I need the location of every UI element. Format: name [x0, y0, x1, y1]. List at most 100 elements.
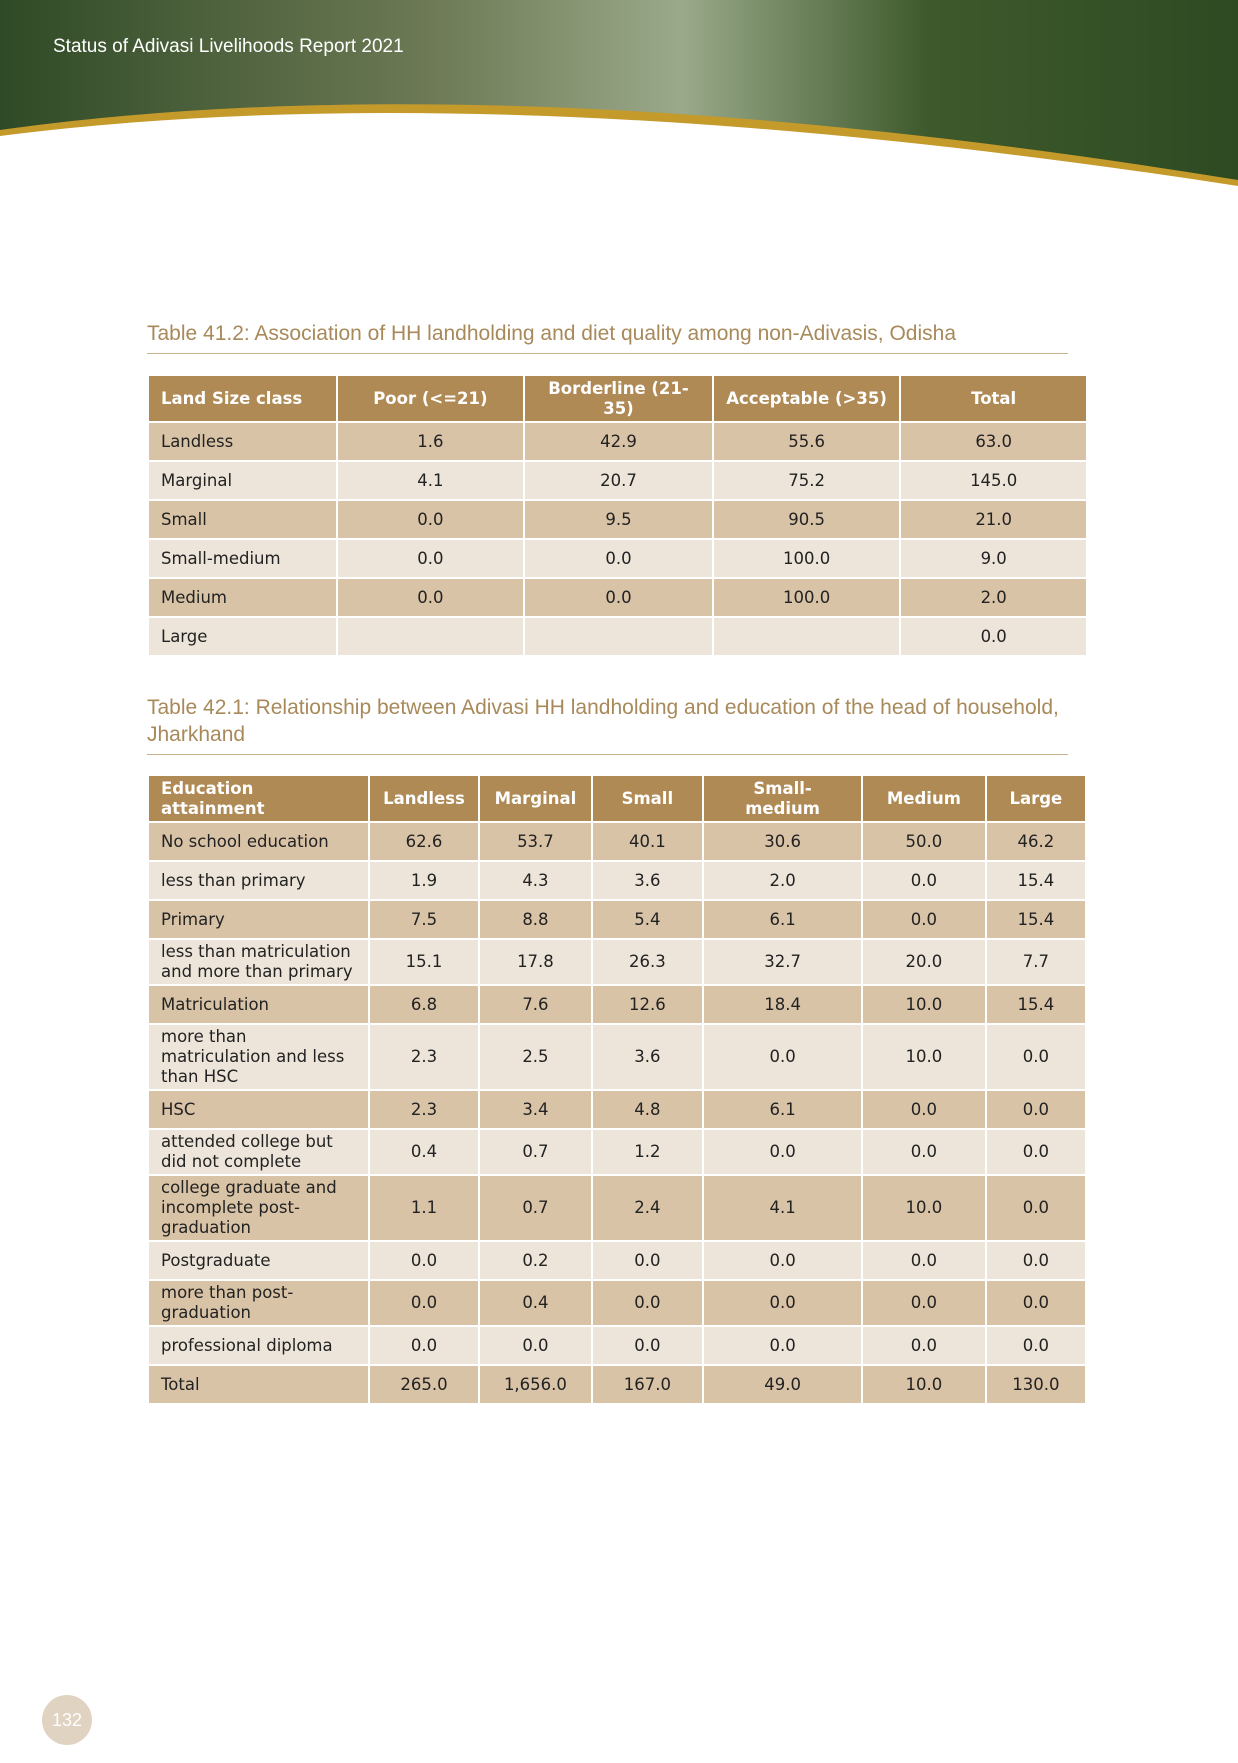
table-title: Table 41.2: Association of HH landholdin… [147, 320, 1068, 354]
white-curve [0, 112, 1238, 190]
cell: 0.0 [702, 1325, 864, 1366]
header-title: Status of Adivasi Livelihoods Report 202… [53, 36, 404, 57]
cell: 0.0 [984, 1023, 1088, 1091]
cell: 0.0 [523, 577, 714, 618]
row-label: HSC [147, 1089, 370, 1130]
cell: 0.0 [984, 1279, 1088, 1327]
row-label: Small-medium [147, 538, 338, 579]
cell: 26.3 [590, 938, 705, 986]
cell: 2.0 [702, 860, 864, 901]
header-row: Education attainment Landless Marginal Smal… [147, 774, 1088, 823]
cell: 0.0 [590, 1279, 705, 1327]
table-row: Marginal 4.1 20.7 75.2 145.0 [147, 460, 1088, 501]
column-header: Acceptable (>35) [711, 374, 902, 423]
table-row: less than primary 1.9 4.3 3.6 2.0 0.0 15.4 [147, 860, 1088, 901]
cell: 145.0 [899, 460, 1088, 501]
table-row: HSC 2.3 3.4 4.8 6.1 0.0 0.0 [147, 1089, 1088, 1130]
cell: 20.0 [861, 938, 987, 986]
table-row: Postgraduate 0.0 0.2 0.0 0.0 0.0 0.0 [147, 1240, 1088, 1281]
cell: 2.5 [478, 1023, 593, 1091]
header-row: Land Size class Poor (<=21) Borderline (21… [147, 374, 1088, 423]
cell: 10.0 [861, 984, 987, 1025]
cell: 0.0 [984, 1325, 1088, 1366]
table-row: Small 0.0 9.5 90.5 21.0 [147, 499, 1088, 540]
table-row: college graduate and incomplete post-gra… [147, 1174, 1088, 1242]
header-banner [0, 0, 1238, 190]
cell: 75.2 [711, 460, 902, 501]
cell: 12.6 [590, 984, 705, 1025]
cell: 18.4 [702, 984, 864, 1025]
cell: 0.0 [861, 860, 987, 901]
cell: 32.7 [702, 938, 864, 986]
cell: 55.6 [711, 421, 902, 462]
row-label: Landless [147, 421, 338, 462]
table-row: professional diploma 0.0 0.0 0.0 0.0 0.0 0.0 [147, 1325, 1088, 1366]
cell: 0.0 [861, 1128, 987, 1176]
cell [711, 616, 902, 657]
row-label: less than matriculation and more than pr… [147, 938, 370, 986]
cell: 63.0 [899, 421, 1088, 462]
cell: 0.0 [984, 1174, 1088, 1242]
cell: 49.0 [702, 1364, 864, 1405]
row-label: Postgraduate [147, 1240, 370, 1281]
cell: 53.7 [478, 821, 593, 862]
row-label: Total [147, 1364, 370, 1405]
column-header: Small [590, 774, 705, 823]
column-header: Borderline (21-35) [523, 374, 714, 423]
cell: 0.0 [523, 538, 714, 579]
row-label: No school education [147, 821, 370, 862]
cell: 17.8 [478, 938, 593, 986]
cell: 10.0 [861, 1364, 987, 1405]
cell: 5.4 [590, 899, 705, 940]
cell: 3.6 [590, 860, 705, 901]
cell: 0.0 [367, 1325, 481, 1366]
row-label: Marginal [147, 460, 338, 501]
cell: 6.8 [367, 984, 481, 1025]
cell: 0.0 [984, 1240, 1088, 1281]
cell: 10.0 [861, 1174, 987, 1242]
cell: 4.8 [590, 1089, 705, 1130]
cell: 0.0 [861, 1089, 987, 1130]
row-label: less than primary [147, 860, 370, 901]
cell: 167.0 [590, 1364, 705, 1405]
cell: 10.0 [861, 1023, 987, 1091]
table-row: more than matriculation and less than HS… [147, 1023, 1088, 1091]
cell: 4.3 [478, 860, 593, 901]
cell: 42.9 [523, 421, 714, 462]
cell: 2.0 [899, 577, 1088, 618]
cell: 0.0 [335, 577, 526, 618]
row-label: attended college but did not complete [147, 1128, 370, 1176]
cell: 0.0 [590, 1325, 705, 1366]
cell: 1.9 [367, 860, 481, 901]
cell: 1.1 [367, 1174, 481, 1242]
table: Education attainment Landless Marginal Smal… [147, 774, 1088, 1405]
cell: 62.6 [367, 821, 481, 862]
column-header: Poor (<=21) [335, 374, 526, 423]
cell: 0.4 [367, 1128, 481, 1176]
cell: 4.1 [702, 1174, 864, 1242]
cell: 7.7 [984, 938, 1088, 986]
column-header: Small-medium [702, 774, 864, 823]
table-row: Large 0.0 [147, 616, 1088, 657]
cell: 130.0 [984, 1364, 1088, 1405]
cell: 1.6 [335, 421, 526, 462]
cell: 0.0 [702, 1279, 864, 1327]
cell: 7.5 [367, 899, 481, 940]
cell: 20.7 [523, 460, 714, 501]
cell: 6.1 [702, 899, 864, 940]
cell: 0.0 [861, 899, 987, 940]
table-row: Medium 0.0 0.0 100.0 2.0 [147, 577, 1088, 618]
row-label: more than post-graduation [147, 1279, 370, 1327]
table-row: Small-medium 0.0 0.0 100.0 9.0 [147, 538, 1088, 579]
column-header: Medium [861, 774, 987, 823]
cell: 21.0 [899, 499, 1088, 540]
table-row: No school education 62.6 53.7 40.1 30.6 50.0 4… [147, 821, 1088, 862]
cell: 0.0 [335, 499, 526, 540]
cell: 0.0 [702, 1240, 864, 1281]
row-label: Primary [147, 899, 370, 940]
cell: 0.7 [478, 1174, 593, 1242]
cell: 100.0 [711, 577, 902, 618]
cell: 0.0 [702, 1128, 864, 1176]
row-label: college graduate and incomplete post-gra… [147, 1174, 370, 1242]
table-row: Landless 1.6 42.9 55.6 63.0 [147, 421, 1088, 462]
